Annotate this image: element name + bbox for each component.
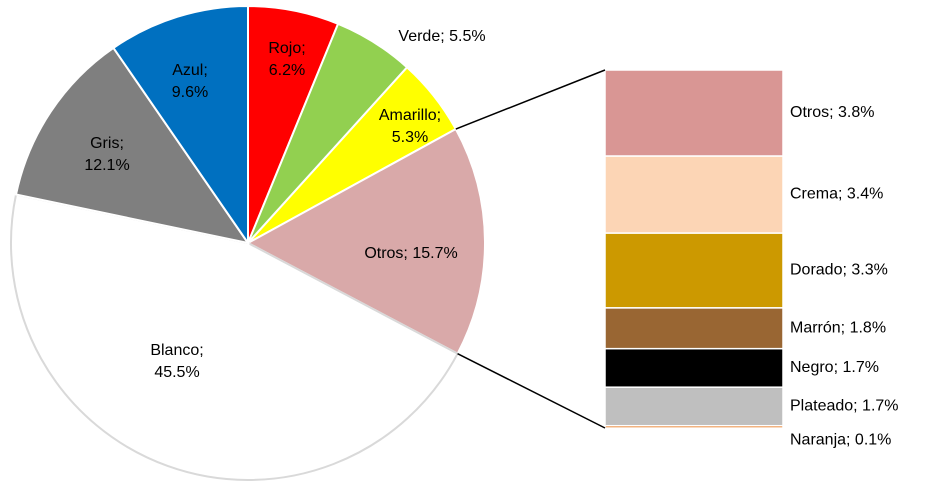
- data-label: Dorado; 3.3%: [790, 262, 888, 279]
- data-label: Blanco; 45.5%: [150, 342, 203, 381]
- data-label: Rojo; 6.2%: [268, 40, 305, 79]
- data-label: Plateado; 1.7%: [790, 398, 899, 415]
- data-label: Azul; 9.6%: [172, 62, 208, 101]
- bar-segment: Naranja: [604, 424, 784, 429]
- data-label: Verde; 5.5%: [398, 28, 485, 45]
- data-label: Otros; 3.8%: [790, 104, 874, 121]
- bar-segment: Negro: [604, 347, 784, 388]
- pie-slice: Blanco: [10, 193, 459, 481]
- bar-segment: Plateado: [604, 386, 784, 427]
- data-label: Crema; 3.4%: [790, 186, 883, 203]
- bar-segment: Crema: [604, 155, 784, 234]
- data-label: Gris; 12.1%: [84, 135, 129, 174]
- bar-segment: Otros: [604, 69, 784, 157]
- bar-segment: Dorado: [604, 232, 784, 309]
- data-label: Marrón; 1.8%: [790, 320, 886, 337]
- pie-slice: Gris: [14, 46, 251, 245]
- pie-slice: Azul: [112, 4, 249, 247]
- data-label: Otros; 15.7%: [364, 245, 457, 262]
- data-label: Naranja; 0.1%: [790, 432, 891, 449]
- connector: [457, 353, 606, 429]
- bar-segment: Marrón: [604, 307, 784, 350]
- data-label: Amarillo; 5.3%: [379, 107, 441, 146]
- data-label: Negro; 1.7%: [790, 359, 879, 376]
- connector: [455, 69, 606, 130]
- pie-slice: Otros: [245, 127, 486, 356]
